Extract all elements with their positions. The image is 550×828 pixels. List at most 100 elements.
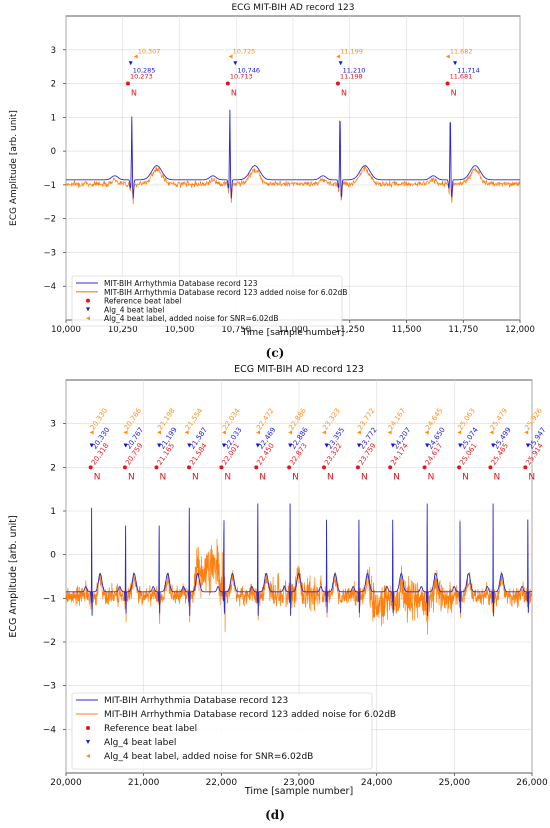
- x-tick-label: 24,000: [361, 778, 393, 788]
- beat-class-label: N: [361, 472, 368, 482]
- chart-d: 20,000 21,000 22,000 23,000 24,000 25,000 26,0…: [8, 364, 548, 797]
- beat-class-label: N: [462, 472, 469, 482]
- clean-ecg-line: [66, 109, 520, 199]
- alg-beat-value: 11,714: [457, 66, 480, 74]
- legend: MIT-BIH Arrhythmia Database record 123 MI…: [71, 692, 396, 770]
- x-tick-label: 25,000: [439, 778, 471, 788]
- beat-class-label: N: [528, 472, 535, 482]
- signals: [66, 503, 532, 635]
- y-tick-label: −4: [43, 725, 57, 735]
- noisy-beat-marker: [322, 430, 327, 435]
- legend-box: [71, 275, 343, 327]
- legend-swatch-noisy-beat: [86, 316, 90, 321]
- x-axis-label: Time [sample number]: [241, 328, 345, 338]
- alg-beat-marker: [425, 443, 430, 448]
- chart-title: ECG MIT-BIH AD record 123: [231, 3, 354, 13]
- caption-d: (d): [265, 808, 285, 822]
- legend-swatch-ref: [86, 298, 90, 303]
- ref-beat-marker: [125, 81, 130, 86]
- alg-beat-marker: [255, 443, 260, 448]
- beat-class-label: N: [131, 89, 137, 98]
- noisy-beat-value: 10,307: [138, 48, 161, 56]
- ref-beat-marker: [154, 465, 159, 470]
- legend-label: Reference beat label: [104, 297, 182, 306]
- beat-class-label: N: [341, 89, 347, 98]
- ref-beat-marker: [322, 465, 327, 470]
- y-tick-label: −1: [43, 594, 56, 604]
- alg-beat-marker: [338, 61, 343, 66]
- noisy-beat-marker: [336, 54, 341, 59]
- alg-beat-marker: [123, 443, 128, 448]
- y-tick-label: 1: [51, 113, 56, 123]
- noisy-beat-marker: [255, 430, 260, 435]
- y-tick-label: 0: [50, 551, 56, 561]
- noisy-ecg-line: [66, 504, 532, 635]
- ref-beat-marker: [335, 81, 340, 86]
- ref-beat-value: 10,713: [230, 73, 253, 81]
- ref-beat-value: 10,273: [130, 73, 153, 81]
- beat-class-label: N: [192, 472, 199, 482]
- noisy-beat-marker: [457, 430, 462, 435]
- beat-class-label: N: [393, 472, 400, 482]
- noisy-beat-marker: [221, 430, 226, 435]
- beat-class-label: N: [428, 472, 435, 482]
- ref-beat-marker: [445, 81, 450, 86]
- noisy-beat-value: 11,682: [450, 48, 473, 56]
- legend-label: Alg_4 beat label, added noise for SNR=6.…: [104, 752, 313, 762]
- legend-swatch-alg: [86, 307, 90, 312]
- x-tick-label: 11,250: [335, 325, 365, 335]
- noisy-beat-marker: [133, 54, 138, 59]
- noisy-ecg-line: [66, 113, 520, 205]
- legend-label: MIT-BIH Arrhythmia Database record 123 a…: [104, 710, 396, 720]
- ref-beat-marker: [388, 465, 393, 470]
- legend-label: Reference beat label: [104, 724, 197, 734]
- legend-swatch-alg: [86, 740, 90, 744]
- y-tick-label: −3: [43, 248, 56, 258]
- noisy-beat-marker: [445, 54, 450, 59]
- noisy-beat-marker: [524, 430, 529, 435]
- x-tick-label: 11,500: [392, 325, 422, 335]
- alg-beat-marker: [89, 443, 94, 448]
- legend: MIT-BIH Arrhythmia Database record 123MI…: [71, 275, 347, 327]
- alg-beat-marker: [128, 61, 133, 66]
- legend-swatch-noisy-beat: [86, 754, 90, 758]
- ref-beat-marker: [225, 81, 230, 86]
- beat-class-label: N: [493, 472, 500, 482]
- x-tick-label: 10,500: [165, 325, 195, 335]
- alg-beat-marker: [390, 443, 395, 448]
- noisy-beat-marker: [157, 430, 162, 435]
- noisy-beat-marker: [123, 430, 128, 435]
- legend-label: MIT-BIH Arrhythmia Database record 123: [104, 279, 258, 288]
- ref-beat-value: 11,681: [450, 73, 473, 81]
- noisy-beat-marker: [387, 430, 392, 435]
- beat-class-label: N: [128, 472, 135, 482]
- alg-beat-marker: [157, 443, 162, 448]
- noisy-beat-marker: [489, 430, 494, 435]
- alg-beat-marker: [324, 443, 329, 448]
- legend-label: Alg_4 beat label, added noise for SNR=6.…: [104, 314, 278, 323]
- alg-beat-value: 11,210: [343, 66, 366, 74]
- y-tick-label: −1: [43, 181, 56, 191]
- x-tick-label: 23,000: [283, 778, 315, 788]
- caption-c: (c): [265, 346, 285, 360]
- y-tick-label: 2: [51, 80, 56, 90]
- y-axis-label: ECG Amplitude [arb. unit]: [8, 515, 19, 637]
- legend-label: MIT-BIH Arrhythmia Database record 123: [104, 696, 288, 706]
- beat-class-label: N: [231, 89, 237, 98]
- ref-beat-marker: [523, 465, 528, 470]
- ref-beat-marker: [422, 465, 427, 470]
- noisy-beat-marker: [184, 430, 189, 435]
- legend-label: Alg_4 beat label: [104, 305, 164, 314]
- x-tick-label: 20,000: [50, 778, 82, 788]
- x-tick-label: 10,000: [51, 325, 81, 335]
- x-tick-label: 10,750: [221, 325, 251, 335]
- beat-class-label: N: [94, 472, 101, 482]
- ref-beat-marker: [122, 465, 127, 470]
- ref-beat-marker: [287, 465, 292, 470]
- alg-beat-marker: [288, 443, 293, 448]
- chart-c: 10,000 10,250 10,500 10,750 11,000 11,250 11,5…: [9, 3, 535, 338]
- noisy-beat-value: 10,725: [233, 48, 256, 56]
- ref-beat-value: 11,198: [340, 73, 363, 81]
- alg-beat-value: 10,746: [237, 66, 260, 74]
- alg-beat-marker: [356, 443, 361, 448]
